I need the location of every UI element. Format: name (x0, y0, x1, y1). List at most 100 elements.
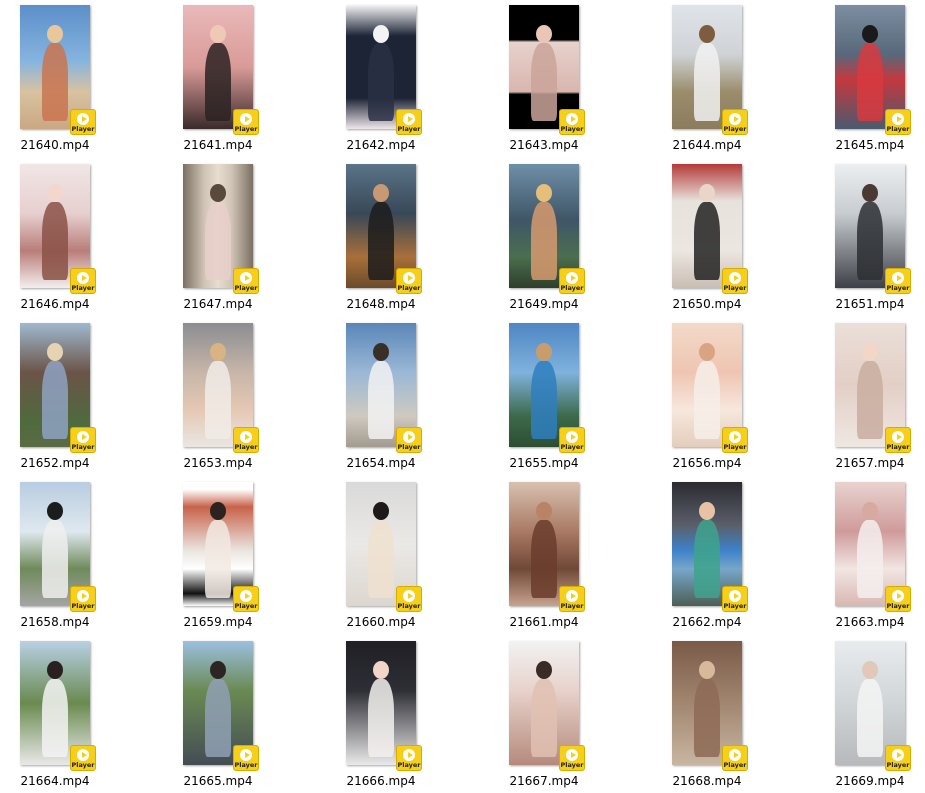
file-thumbnail: Player (158, 323, 278, 453)
preview-figure (205, 361, 231, 439)
player-badge-label: Player (234, 442, 258, 451)
preview-figure-head (536, 343, 552, 361)
file-name: 21653.mp4 (183, 456, 253, 470)
preview-figure (205, 43, 231, 121)
player-badge-icon: Player (396, 427, 422, 453)
preview-figure (694, 43, 720, 121)
file-item[interactable]: Player 21645.mp4 (810, 5, 925, 157)
video-preview-image (20, 5, 90, 129)
play-icon (566, 271, 578, 284)
file-name: 21650.mp4 (672, 297, 742, 311)
preview-figure (42, 679, 68, 757)
video-preview-image (509, 164, 579, 288)
file-item[interactable]: Player 21657.mp4 (810, 323, 925, 475)
file-item[interactable]: Player 21665.mp4 (158, 641, 278, 793)
file-item[interactable]: Player 21640.mp4 (0, 5, 115, 157)
file-item[interactable]: Player 21641.mp4 (158, 5, 278, 157)
player-badge-label: Player (886, 601, 910, 610)
preview-figure-head (536, 661, 552, 679)
preview-figure-head (699, 661, 715, 679)
file-item[interactable]: Player 21646.mp4 (0, 164, 115, 316)
file-item[interactable]: Player 21660.mp4 (321, 482, 441, 634)
play-icon (892, 112, 904, 125)
file-thumbnail: Player (647, 164, 767, 294)
file-item[interactable]: Player 21650.mp4 (647, 164, 767, 316)
play-icon (403, 271, 415, 284)
player-badge-icon: Player (396, 745, 422, 771)
player-badge-label: Player (886, 760, 910, 769)
file-item[interactable]: Player 21667.mp4 (484, 641, 604, 793)
video-preview-image (183, 5, 253, 129)
file-item[interactable]: Player 21644.mp4 (647, 5, 767, 157)
preview-figure-head (373, 343, 389, 361)
file-item[interactable]: Player 21649.mp4 (484, 164, 604, 316)
preview-figure (368, 520, 394, 598)
file-item[interactable]: Player 21651.mp4 (810, 164, 925, 316)
file-item[interactable]: Player 21662.mp4 (647, 482, 767, 634)
preview-figure (531, 520, 557, 598)
preview-figure-head (536, 184, 552, 202)
file-thumbnail: Player (810, 164, 925, 294)
file-item[interactable]: Player 21668.mp4 (647, 641, 767, 793)
player-badge-icon: Player (885, 109, 911, 135)
file-item[interactable]: Player 21661.mp4 (484, 482, 604, 634)
preview-figure (857, 679, 883, 757)
player-badge-icon: Player (885, 745, 911, 771)
file-name: 21661.mp4 (509, 615, 579, 629)
play-icon (403, 748, 415, 761)
file-item[interactable]: Player 21656.mp4 (647, 323, 767, 475)
play-icon (892, 271, 904, 284)
file-item[interactable]: Player 21655.mp4 (484, 323, 604, 475)
file-item[interactable]: Player 21642.mp4 (321, 5, 441, 157)
file-thumbnail: Player (484, 323, 604, 453)
file-name: 21656.mp4 (672, 456, 742, 470)
player-badge-icon: Player (233, 586, 259, 612)
file-name: 21644.mp4 (672, 138, 742, 152)
file-name: 21667.mp4 (509, 774, 579, 788)
file-item[interactable]: Player 21653.mp4 (158, 323, 278, 475)
video-preview-image (346, 323, 416, 447)
file-item[interactable]: Player 21654.mp4 (321, 323, 441, 475)
file-item[interactable]: Player 21648.mp4 (321, 164, 441, 316)
player-badge-icon: Player (559, 268, 585, 294)
file-item[interactable]: Player 21647.mp4 (158, 164, 278, 316)
file-item[interactable]: Player 21669.mp4 (810, 641, 925, 793)
file-name: 21665.mp4 (183, 774, 253, 788)
file-thumbnail: Player (0, 5, 115, 135)
preview-figure-head (862, 661, 878, 679)
file-name: 21659.mp4 (183, 615, 253, 629)
file-thumbnail: Player (321, 164, 441, 294)
play-icon (77, 589, 89, 602)
file-thumbnail: Player (810, 482, 925, 612)
file-name: 21645.mp4 (835, 138, 905, 152)
player-badge-label: Player (397, 760, 421, 769)
preview-figure (368, 679, 394, 757)
preview-figure-head (536, 25, 552, 43)
player-badge-label: Player (71, 124, 95, 133)
preview-figure (368, 43, 394, 121)
file-item[interactable]: Player 21663.mp4 (810, 482, 925, 634)
preview-figure (42, 361, 68, 439)
preview-figure (857, 520, 883, 598)
file-item[interactable]: Player 21643.mp4 (484, 5, 604, 157)
player-badge-icon: Player (233, 745, 259, 771)
file-thumbnail: Player (810, 323, 925, 453)
preview-figure (531, 679, 557, 757)
file-thumbnail: Player (484, 482, 604, 612)
file-item[interactable]: Player 21659.mp4 (158, 482, 278, 634)
file-item[interactable]: Player 21664.mp4 (0, 641, 115, 793)
preview-figure-head (699, 184, 715, 202)
preview-figure-head (47, 25, 63, 43)
preview-figure-head (47, 184, 63, 202)
player-badge-icon: Player (70, 427, 96, 453)
file-thumbnail: Player (321, 323, 441, 453)
preview-figure (42, 43, 68, 121)
video-preview-image (835, 323, 905, 447)
file-thumbnail: Player (321, 5, 441, 135)
file-item[interactable]: Player 21658.mp4 (0, 482, 115, 634)
file-item[interactable]: Player 21652.mp4 (0, 323, 115, 475)
file-item[interactable]: Player 21666.mp4 (321, 641, 441, 793)
preview-figure (694, 520, 720, 598)
play-icon (240, 430, 252, 443)
player-badge-icon: Player (233, 427, 259, 453)
